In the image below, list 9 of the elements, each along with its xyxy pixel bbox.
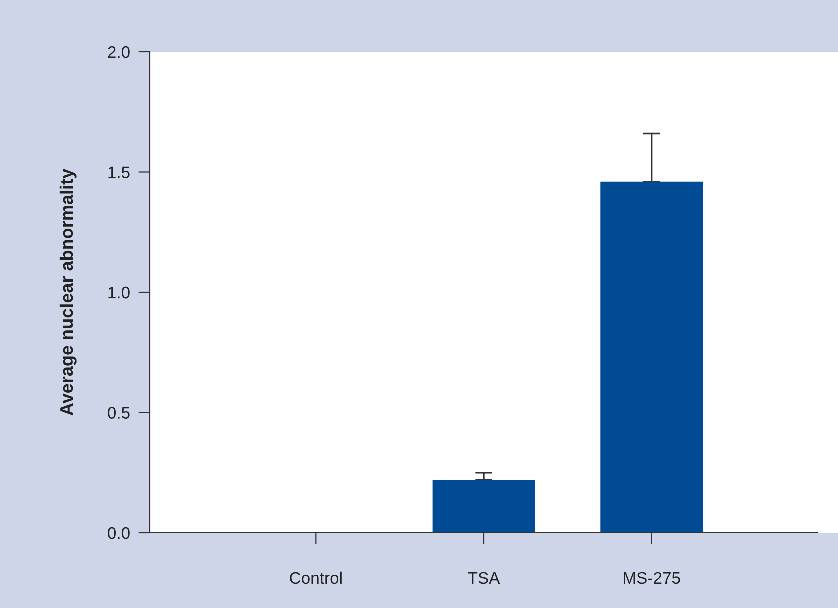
y-tick-label: 0.5 xyxy=(108,407,130,419)
y-tick-label: 1.0 xyxy=(108,286,130,299)
y-tick-label: 2.0 xyxy=(108,46,130,58)
x-tick-label: Control xyxy=(290,572,342,584)
x-tick-label: MS-275 xyxy=(624,572,680,584)
y-axis-title: Average nuclear abnormality xyxy=(60,169,77,416)
y-tick-label: 0.0 xyxy=(108,527,130,540)
y-tick-label: 1.5 xyxy=(108,166,130,178)
x-tick-label: TSA xyxy=(468,572,500,584)
